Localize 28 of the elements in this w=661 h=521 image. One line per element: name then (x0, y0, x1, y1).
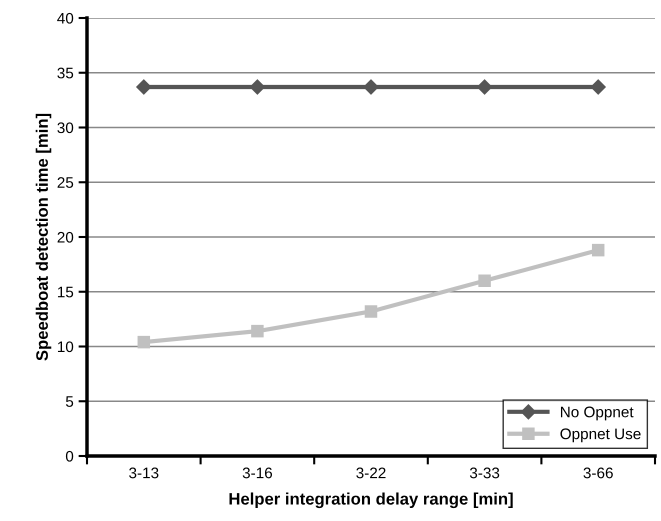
point (251, 324, 264, 338)
point (364, 305, 378, 318)
point (250, 79, 265, 95)
legend-label: No Oppnet (560, 406, 634, 420)
y-tick-label: 10 (58, 341, 74, 352)
point (363, 79, 379, 95)
legend-label: Oppnet Use (560, 428, 641, 442)
point (138, 336, 150, 348)
x-tick-label: 3-33 (470, 468, 500, 478)
y-tick-label: 15 (58, 286, 74, 298)
y-tick-label: 40 (57, 12, 74, 24)
y-tick-label: 5 (66, 396, 74, 407)
y-tick-label: 30 (57, 122, 74, 134)
y-tick-label: 25 (58, 177, 74, 188)
x-axis-title: Helper integration delay range [min] (230, 492, 513, 508)
y-tick-label: 20 (58, 232, 74, 243)
point (477, 79, 492, 95)
y-tick-label: 35 (57, 68, 74, 78)
point (590, 79, 606, 95)
x-tick-label: 3-66 (583, 468, 613, 478)
point (136, 79, 152, 95)
point (478, 274, 491, 288)
x-tick-label: 3-22 (356, 468, 386, 478)
x-tick-label: 3-16 (242, 468, 272, 478)
y-axis-title: Speedboat detection time [min] (36, 114, 52, 361)
y-tick-label: 0 (66, 450, 74, 462)
x-tick-label: 3-13 (129, 468, 158, 478)
point (592, 244, 604, 256)
